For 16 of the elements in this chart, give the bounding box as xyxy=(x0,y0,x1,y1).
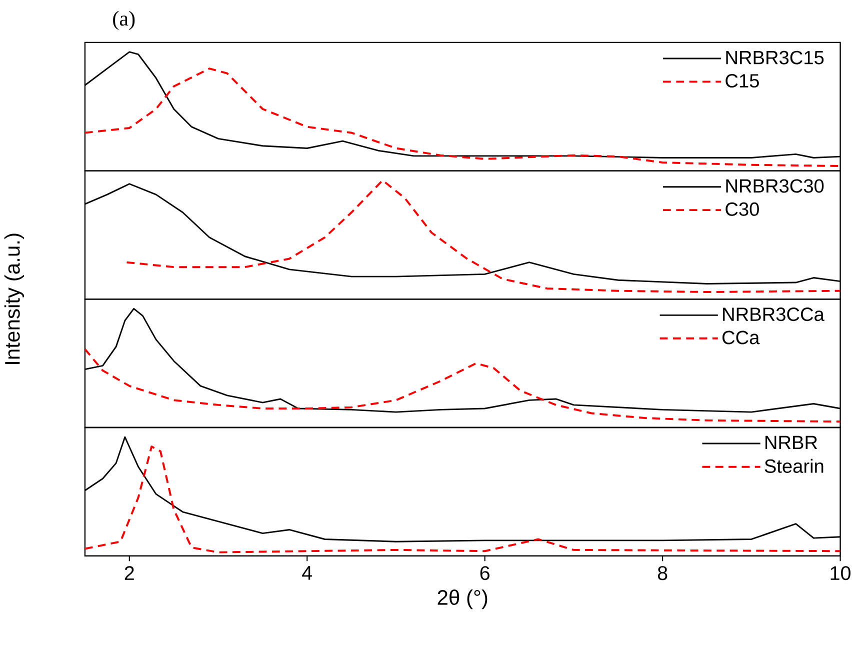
x-tick-label: 8 xyxy=(658,566,668,580)
x-axis-title: 2θ (°) xyxy=(438,590,488,610)
legend-label: NRBR3C30 xyxy=(726,179,824,193)
chart-title: (a) xyxy=(113,11,135,30)
legend-label: CCa xyxy=(722,330,760,344)
legend-label: NRBR xyxy=(765,436,818,450)
x-tick-label: 10 xyxy=(830,566,850,580)
x-tick-label: 4 xyxy=(302,566,312,580)
legend-label: NRBR3CCa xyxy=(723,308,824,322)
legend-label: C30 xyxy=(726,202,759,216)
y-axis-title: Intensity (a.u.) xyxy=(4,234,24,364)
legend-label: Stearin xyxy=(764,459,824,474)
legend-label: C15 xyxy=(726,74,759,88)
legend-label: NRBR3C15 xyxy=(726,51,824,65)
x-tick-label: 6 xyxy=(480,566,490,580)
x-tick-label: 2 xyxy=(124,566,134,580)
